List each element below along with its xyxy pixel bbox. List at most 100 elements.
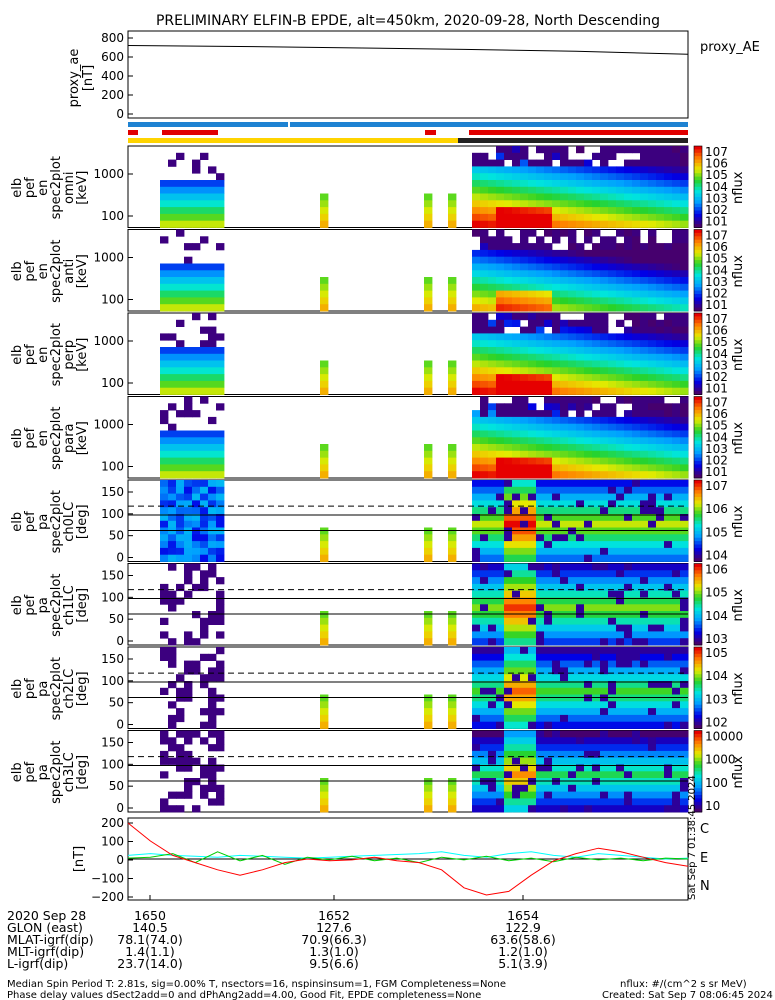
spectrogram-ylabel-line: pa [36,597,51,613]
ephem-label: MLT-igrf(dip) [7,944,84,959]
spectrogram-yticks: 150 100 50 0 [101,652,133,732]
spectrogram-ylabel-line: ch1LC [62,585,77,625]
colorbar-tick: 100 [705,776,728,790]
colorbar-tick: 103 [705,442,728,456]
spectrogram-ylabel-line: pa [36,764,51,780]
field-legend-n: N [700,879,710,894]
spectrogram-yticks: 1000 100 [93,418,133,474]
colorbar-tick: 10 [705,799,720,813]
field-legend-e: E [700,851,708,866]
spectrogram-panel: 150100500elbpefpaspec2plotch2LC[deg]1051… [10,646,746,732]
field-ylabel: [nT] [72,846,87,872]
proxy-ae-legend: proxy_AE [700,40,760,55]
ephem-value: 1.2(1.0) [498,944,548,959]
colorbar-tick: 101 [705,215,728,229]
spectrogram-ylabel-line: spec2plot [49,490,64,553]
spectrogram-ylabel-line: [deg] [75,504,90,539]
colorbar-tick: 105 [705,419,728,433]
spectrogram-ytick: 150 [101,569,124,583]
colorbar-tick: 105 [705,646,728,660]
spectrogram-ytick: 1000 [93,334,124,348]
colorbar-tick: 103 [705,191,728,205]
spectrogram-ytick: 1000 [93,251,124,265]
spectrogram-ytick: 0 [116,801,124,815]
spectrogram-ytick: 0 [116,551,124,565]
colorbar-tick: 101 [705,298,728,312]
colorbar-label: nflux [731,171,746,204]
spectrogram-ylabel-line: elb [10,512,25,532]
spectrogram-ylabel-line: pa [36,681,51,697]
spectrogram-panel: 150100500elbpefpaspec2plotch0LC[deg]1071… [10,479,746,565]
ephem-value: 1.3(1.0) [309,944,359,959]
spectrogram-ytick: 50 [109,779,124,793]
spectrogram-ytick: 0 [116,634,124,648]
proxy-ae-ytick: 200 [101,88,124,102]
colorbar-tick: 104 [705,609,728,623]
spectrogram-yticks: 1000 100 [93,167,133,223]
spectrogram-ylabel-line: en [36,263,51,279]
spectrogram-ytick: 100 [101,293,124,307]
field-line-c [127,851,689,860]
spectrogram-ylabel-line: pef [23,678,38,699]
spectrogram-ylabel-line: spec2plot [49,323,64,386]
spectrogram-ylabel-line: [keV] [75,421,90,455]
spectrogram-ylabel-line: pef [23,177,38,198]
colorbar-tick: 107 [705,312,728,326]
colorbar-tick: 107 [705,396,728,410]
colorbar-tick: 106 [705,407,728,421]
field-ytick: 200 [101,816,124,830]
spectrogram-ytick: 0 [116,718,124,732]
spectrogram-ytick: 100 [101,590,124,604]
proxy-ae-ylabel: proxy_ae [nT] [67,49,96,108]
spectrogram-ytick: 50 [109,696,124,710]
colorbar-tick: 104 [705,263,728,277]
spectrogram-ylabel-line: elb [10,261,25,281]
ephem-value: 5.1(3.9) [498,956,548,971]
spectrogram-ylabel-line: [keV] [75,254,90,288]
spectrogram-yticks: 1000 100 [93,251,133,307]
field-ytick: −100 [91,872,124,886]
proxy-ae-ytick: 800 [101,31,124,45]
proxy-ae-ytick: 400 [101,69,124,83]
ephem-value: 1654 [507,908,539,923]
colorbar-tick: 104 [705,347,728,361]
ephem-label: 2020 Sep 28 [7,908,86,923]
spectrogram-ytick: 100 [101,376,124,390]
ephem-value: 9.5(6.6) [309,956,359,971]
colorbar-tick: 102 [705,453,728,467]
colorbar-label: nflux [731,422,746,455]
spectrogram-cells [160,146,689,228]
colorbar-label: nflux [731,338,746,371]
spectrogram-cells [160,563,689,646]
colorbar-tick: 101 [705,465,728,479]
spectrogram-ylabel-line: elb [10,595,25,615]
spectrogram-yticks: 150 100 50 0 [101,485,133,565]
plot-title: PRELIMINARY ELFIN-B EPDE, alt=450km, 202… [156,13,660,29]
spectrogram-ylabel-line: elb [10,428,25,448]
ephem-label: L-igrf(dip) [7,956,68,971]
footer-line-2: Phase delay values dSect2add=0 and dPhAn… [7,990,481,1000]
spectrogram-ytick: 100 [101,209,124,223]
proxy-ae-ylabel-line: [nT] [81,65,96,91]
footer-line-1: Median Spin Period T: 2.81s, sig=0.00% T… [7,979,506,990]
colorbar-tick: 104 [705,669,728,683]
footer-right-1: nflux: #/(cm^2 s sr MeV) [620,979,747,990]
spectrogram-ytick: 100 [101,757,124,771]
field-side-text: Sat Sep 7 01:38:45 2024 [687,775,698,900]
spectrogram-ytick: 100 [101,460,124,474]
colorbar-tick: 103 [705,358,728,372]
colorbar-tick: 106 [705,324,728,338]
spectrogram-ylabel-line: ch3LC [62,752,77,792]
colorbar-tick: 105 [705,335,728,349]
spectrogram-ylabel-line: pef [23,511,38,532]
spectrogram-ylabel-line: pa [36,514,51,530]
field-ytick: 100 [101,835,124,849]
spectrogram-ytick: 100 [101,674,124,688]
spectrogram-ylabel-line: pef [23,427,38,448]
